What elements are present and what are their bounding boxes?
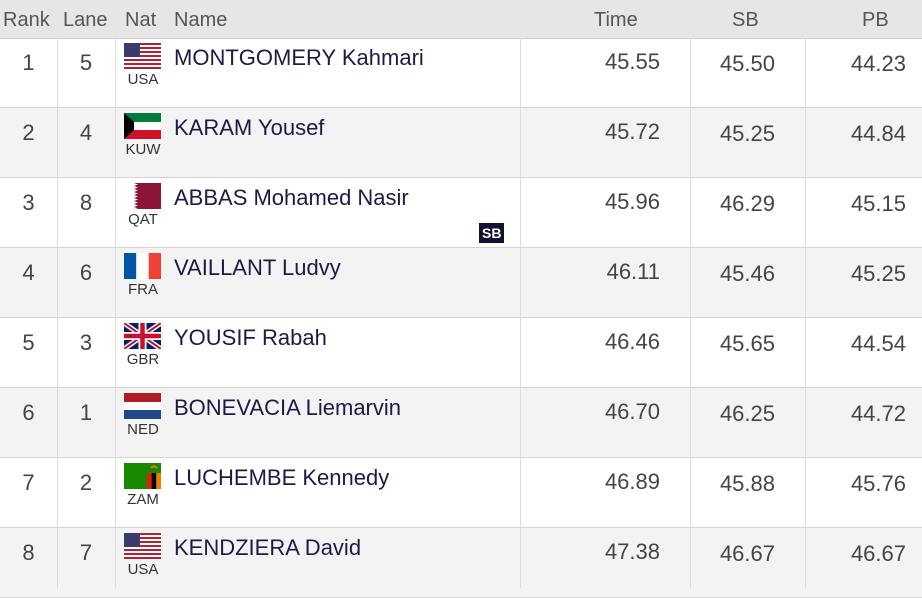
country-code: USA — [127, 71, 159, 88]
table-row: 1 5 USA MONTGOMERY Kahmari 45.55 45.50 44.23 — [0, 38, 922, 108]
table-row: 5 3 GBR YOUSIF Rabah 46.46 45.65 44.54 — [0, 318, 922, 388]
header-cell: Time — [594, 9, 638, 31]
athlete-name: YOUSIF Rabah — [174, 325, 327, 350]
flag — [124, 463, 161, 489]
personal-best: 44.72 — [850, 401, 906, 426]
country-code: FRA — [128, 281, 158, 298]
season-best: 45.50 — [719, 51, 775, 76]
athlete-name: ABBAS Mohamed Nasir — [174, 185, 409, 210]
lane: 1 — [79, 400, 93, 425]
athlete-name: LUCHEMBE Kennedy — [174, 465, 390, 490]
column-divider — [57, 38, 58, 588]
athlete-name: KENDZIERA David — [174, 535, 362, 560]
flag — [124, 393, 161, 419]
rank: 3 — [22, 190, 35, 215]
athlete-name: BONEVACIA Liemarvin — [174, 395, 402, 420]
rank: 8 — [22, 540, 35, 565]
lane: 7 — [79, 540, 93, 565]
season-best: 45.46 — [719, 261, 775, 286]
time: 45.55 — [604, 49, 660, 74]
header-cell: PB — [862, 9, 889, 31]
time: 47.38 — [604, 539, 660, 564]
season-best: 46.67 — [719, 541, 775, 566]
lane: 2 — [79, 470, 93, 495]
lane: 3 — [79, 330, 93, 355]
athlete-name: VAILLANT Ludvy — [174, 255, 341, 280]
season-best: 45.25 — [719, 121, 775, 146]
header-cell: Nat — [125, 9, 157, 31]
personal-best: 44.23 — [850, 51, 906, 76]
personal-best: 46.67 — [850, 541, 906, 566]
country-code: USA — [127, 561, 159, 578]
column-divider — [690, 38, 691, 588]
rank: 5 — [22, 330, 35, 355]
time: 45.72 — [604, 119, 660, 144]
rank: 2 — [22, 120, 35, 145]
athlete-name: MONTGOMERY Kahmari — [174, 45, 424, 70]
time: 46.89 — [604, 469, 660, 494]
table-row: 6 1 NED BONEVACIA Liemarvin 46.70 46.25 44.72 — [0, 388, 922, 458]
column-divider — [520, 38, 521, 588]
lane: 5 — [79, 50, 93, 75]
header-row: Rank Lane Nat Name Time SB PB — [0, 0, 922, 39]
personal-best: 45.25 — [850, 261, 906, 286]
time: 46.70 — [604, 399, 660, 424]
time: 46.11 — [606, 259, 660, 284]
country-code: NED — [127, 421, 159, 438]
flag — [124, 113, 161, 139]
flag — [124, 533, 161, 559]
athlete-name: KARAM Yousef — [174, 115, 325, 140]
flag — [124, 323, 161, 349]
table-row: 4 6 FRA VAILLANT Ludvy 46.11 45.46 45.25 — [0, 248, 922, 318]
column-divider — [115, 38, 116, 588]
country-code: KUW — [125, 141, 161, 158]
personal-best: 45.76 — [850, 471, 906, 496]
table-row: 7 2 ZAM LUCHEMBE Kennedy 46.89 45.88 45.76 — [0, 458, 922, 528]
personal-best: 44.84 — [850, 121, 906, 146]
rank: 4 — [22, 260, 35, 285]
time: 46.46 — [604, 329, 660, 354]
rank: 6 — [22, 400, 35, 425]
rank: 1 — [22, 50, 35, 75]
table-row: 3 8 QAT ABBAS Mohamed Nasir SB 45.96 46.29 45.1… — [0, 178, 922, 248]
flag — [124, 253, 161, 279]
personal-best: 44.54 — [850, 331, 906, 356]
flag — [124, 43, 161, 69]
season-best: 46.25 — [719, 401, 775, 426]
header-cell: Name — [174, 9, 228, 31]
lane: 6 — [79, 260, 93, 285]
lane: 4 — [79, 120, 93, 145]
header-cell: SB — [732, 9, 759, 31]
season-best: 45.88 — [719, 471, 775, 496]
personal-best: 45.15 — [850, 191, 906, 216]
table-row: 8 7 USA KENDZIERA David 47.38 46.67 46.67 — [0, 528, 922, 598]
flag — [124, 183, 161, 209]
country-code: ZAM — [127, 491, 159, 508]
header-cell: Lane — [63, 9, 108, 31]
season-best: 46.29 — [719, 191, 775, 216]
sb-badge: SB — [479, 223, 505, 243]
column-divider — [805, 38, 806, 588]
rank: 7 — [22, 470, 35, 495]
time: 45.96 — [604, 189, 660, 214]
season-best: 45.65 — [719, 331, 775, 356]
country-code: QAT — [128, 211, 158, 228]
table-row: 2 4 KUW KARAM Yousef 45.72 45.25 44.84 — [0, 108, 922, 178]
header-cell: Rank — [3, 9, 50, 31]
country-code: GBR — [126, 351, 160, 368]
lane: 8 — [79, 190, 93, 215]
